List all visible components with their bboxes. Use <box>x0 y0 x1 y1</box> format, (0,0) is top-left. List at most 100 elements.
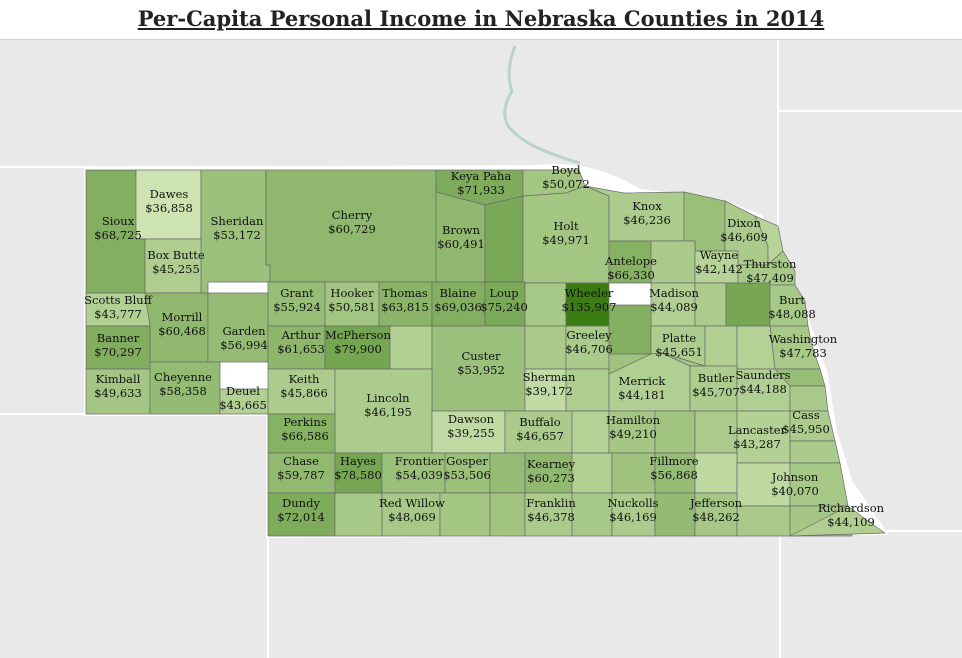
county-income-label: $60,273 <box>527 471 575 485</box>
county-name-label: Jefferson <box>689 496 743 510</box>
county-valley[interactable] <box>524 325 567 370</box>
county-rock[interactable] <box>484 195 524 283</box>
county-income-label: $46,657 <box>516 429 564 443</box>
county-furnas[interactable] <box>439 492 491 537</box>
county-adams[interactable] <box>571 452 613 494</box>
county-income-label: $135,907 <box>562 300 617 314</box>
county-income-label: $46,169 <box>609 510 657 524</box>
county-phelps[interactable] <box>489 452 526 494</box>
county-name-label: Perkins <box>283 415 327 429</box>
county-income-label: $46,378 <box>527 510 575 524</box>
county-colfax[interactable] <box>704 325 738 367</box>
county-name-label: Cheyenne <box>154 370 212 384</box>
county-hall[interactable] <box>571 410 610 454</box>
county-otoe[interactable] <box>789 440 841 464</box>
county-pierce[interactable] <box>650 240 696 284</box>
county-name-label: Sioux <box>102 214 135 228</box>
county-name-label: McPherson <box>325 328 391 342</box>
county-webster[interactable] <box>571 492 613 537</box>
county-name-label: Grant <box>280 286 314 300</box>
county-income-label: $60,468 <box>158 324 206 338</box>
county-income-label: $46,195 <box>364 405 412 419</box>
county-income-label: $54,039 <box>395 468 443 482</box>
county-income-label: $39,255 <box>447 426 495 440</box>
county-name-label: Knox <box>632 199 662 213</box>
county-name-label: Red Willow <box>379 496 445 510</box>
county-name-label: Brown <box>442 223 481 237</box>
county-income-label: $53,172 <box>213 228 261 242</box>
label-layer: Sioux$68,725 Dawes$36,858 Sheridan$53,172 C… <box>84 163 885 529</box>
county-logan[interactable] <box>389 325 433 370</box>
county-name-label: Platte <box>662 331 697 345</box>
county-name-label: Lincoln <box>366 391 410 405</box>
county-name-label: Hayes <box>340 454 376 468</box>
county-name-label: Dixon <box>727 216 761 230</box>
county-stanton[interactable] <box>694 282 727 327</box>
county-garfield[interactable] <box>524 282 567 327</box>
county-harlan[interactable] <box>489 492 526 537</box>
county-name-label: Sherman <box>523 370 576 384</box>
county-income-label: $47,409 <box>746 271 794 285</box>
county-name-label: Kearney <box>527 457 576 471</box>
county-name-label: Arthur <box>281 328 321 342</box>
county-name-label: Thomas <box>382 286 428 300</box>
county-name-label: Wayne <box>700 248 739 262</box>
county-name-label: Wheeler <box>565 286 614 300</box>
county-income-label: $48,069 <box>388 510 436 524</box>
county-income-label: $45,866 <box>280 386 328 400</box>
county-name-label: Cass <box>792 408 820 422</box>
county-gage[interactable] <box>736 505 791 537</box>
county-income-label: $70,297 <box>94 345 142 359</box>
county-name-label: Richardson <box>818 501 885 515</box>
county-name-label: Banner <box>97 331 140 345</box>
county-name-label: Custer <box>461 349 501 363</box>
county-income-label: $45,255 <box>152 262 200 276</box>
county-income-label: $48,262 <box>692 510 740 524</box>
county-richardson[interactable] <box>789 505 887 537</box>
county-income-label: $55,924 <box>273 300 321 314</box>
county-income-label: $75,240 <box>480 300 528 314</box>
county-name-label: Madison <box>649 286 699 300</box>
county-income-label: $68,725 <box>94 228 142 242</box>
county-washington[interactable] <box>769 325 821 370</box>
county-layer <box>85 169 887 537</box>
county-name-label: Greeley <box>566 328 612 342</box>
county-name-label: Deuel <box>226 384 260 398</box>
county-income-label: $40,070 <box>771 484 819 498</box>
county-name-label: Keith <box>289 372 320 386</box>
county-name-label: Saunders <box>735 368 790 382</box>
county-name-label: Scotts Bluff <box>84 293 153 307</box>
county-cuming[interactable] <box>725 282 771 327</box>
county-name-label: Washington <box>769 332 838 346</box>
county-income-label: $48,088 <box>768 307 816 321</box>
county-income-label: $49,210 <box>609 427 657 441</box>
county-income-label: $44,089 <box>650 300 698 314</box>
county-income-label: $58,358 <box>159 384 207 398</box>
nebraska-county-map: Sioux$68,725 Dawes$36,858 Sheridan$53,172 C… <box>0 40 962 658</box>
county-name-label: Kimball <box>96 372 141 386</box>
county-saline[interactable] <box>694 452 738 494</box>
county-york[interactable] <box>654 410 696 454</box>
county-name-label: Holt <box>553 219 579 233</box>
county-name-label: Nuckolls <box>607 496 658 510</box>
county-name-label: Franklin <box>526 496 576 510</box>
county-burt[interactable] <box>769 284 809 327</box>
county-name-label: Burt <box>779 293 805 307</box>
county-income-label: $39,172 <box>525 384 573 398</box>
county-name-label: Morrill <box>162 310 203 324</box>
county-income-label: $61,653 <box>277 342 325 356</box>
county-income-label: $45,651 <box>655 345 703 359</box>
county-name-label: Cherry <box>332 208 373 222</box>
county-name-label: Sheridan <box>211 214 264 228</box>
county-income-label: $63,815 <box>381 300 429 314</box>
county-name-label: Dawes <box>150 187 189 201</box>
map-title: Per-Capita Personal Income in Nebraska C… <box>137 6 825 31</box>
county-name-label: Frontier <box>395 454 444 468</box>
county-income-label: $60,491 <box>437 237 485 251</box>
county-income-label: $79,900 <box>334 342 382 356</box>
county-name-label: Buffalo <box>519 415 561 429</box>
county-hitchcock[interactable] <box>334 492 383 537</box>
county-income-label: $66,586 <box>281 429 329 443</box>
county-name-label: Fillmore <box>649 454 698 468</box>
